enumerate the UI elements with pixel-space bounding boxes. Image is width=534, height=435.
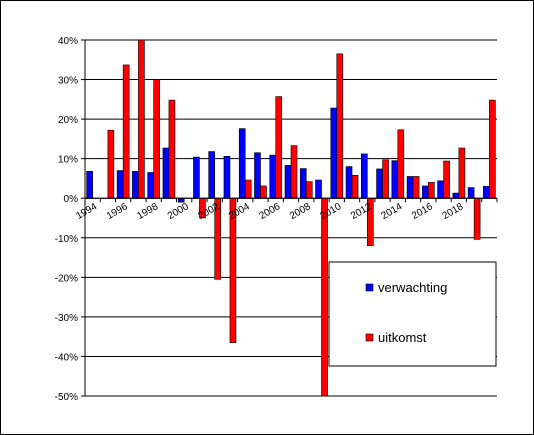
bar-uitkomst-2006 (275, 96, 283, 199)
bar-verwachting-2019 (467, 187, 475, 199)
bar-uitkomst-2020 (489, 99, 496, 199)
bar-uitkomst-1996 (122, 64, 130, 199)
bar-verwachting-2013 (376, 168, 383, 199)
bar-uitkomst-2013 (382, 159, 389, 199)
y-tick-label: -50% (55, 392, 78, 403)
bar-verwachting-2016 (422, 185, 429, 199)
bar-verwachting-1999 (162, 147, 170, 199)
x-tick-label: 2000 (166, 201, 191, 222)
y-tick-label: -40% (55, 352, 78, 363)
bar-uitkomst-2015 (412, 176, 420, 199)
bar-verwachting-2002 (208, 151, 216, 199)
x-tick-label: 2014 (380, 201, 405, 222)
y-tick-label: -20% (55, 273, 78, 284)
legend-swatch-uitkomst (365, 333, 374, 342)
bar-verwachting-2017 (437, 180, 444, 199)
bar-verwachting-2010 (330, 107, 338, 199)
bar-uitkomst-2004 (244, 179, 252, 199)
bar-uitkomst-1997 (138, 39, 145, 199)
bar-verwachting-1997 (132, 171, 139, 199)
bar-uitkomst-2017 (443, 160, 450, 199)
bar-verwachting-2003 (223, 155, 231, 199)
bar-verwachting-2005 (254, 152, 261, 199)
bar-verwachting-2015 (406, 176, 414, 199)
x-tick-label: 1996 (105, 201, 130, 222)
bar-verwachting-2007 (284, 165, 292, 199)
bar-verwachting-2001 (193, 156, 200, 199)
y-tick-label: 30% (58, 76, 78, 87)
bar-verwachting-2009 (315, 179, 322, 199)
y-tick-label: 20% (58, 115, 78, 126)
bar-uitkomst-2005 (260, 185, 267, 199)
y-tick-label: -30% (55, 313, 78, 324)
x-tick-label: 1994 (74, 201, 99, 222)
y-tick-label: 0% (64, 194, 79, 205)
bar-verwachting-2020 (483, 186, 490, 199)
x-tick-label: 1998 (135, 201, 160, 222)
bar-verwachting-2018 (452, 192, 460, 199)
bar-uitkomst-1999 (168, 99, 176, 199)
bar-verwachting-2014 (391, 160, 399, 199)
y-tick-label: 10% (58, 155, 78, 166)
bar-verwachting-2011 (345, 166, 353, 199)
bar-uitkomst-2018 (458, 147, 466, 199)
bar-verwachting-2008 (299, 168, 307, 199)
legend: verwachting uitkomst (328, 261, 497, 367)
bar-uitkomst-2009 (321, 197, 328, 397)
legend-label-uitkomst: uitkomst (378, 330, 427, 345)
bar-uitkomst-2019 (473, 197, 481, 240)
bar-uitkomst-2007 (290, 145, 298, 199)
legend-label-verwachting: verwachting (378, 280, 447, 295)
x-tick-label: 2008 (288, 201, 313, 222)
bar-uitkomst-2010 (336, 53, 344, 199)
legend-swatch-verwachting (365, 283, 374, 292)
bar-verwachting-2006 (269, 154, 277, 199)
bar-verwachting-1996 (116, 170, 124, 199)
bar-verwachting-2004 (238, 128, 246, 199)
bar-uitkomst-2011 (351, 174, 359, 199)
bar-uitkomst-1998 (153, 79, 160, 199)
legend-box (328, 261, 497, 367)
bar-verwachting-2012 (360, 153, 368, 199)
bar-verwachting-1994 (86, 171, 93, 199)
bar-uitkomst-2016 (428, 182, 435, 199)
x-tick-label: 2006 (257, 201, 282, 222)
y-tick-label: -10% (55, 234, 78, 245)
bar-uitkomst-1995 (107, 129, 115, 199)
bar-uitkomst-2014 (397, 129, 405, 199)
x-tick-label: 2018 (441, 201, 466, 222)
y-tick-label: 40% (58, 36, 78, 47)
bar-uitkomst-2008 (305, 181, 313, 199)
bar-verwachting-1998 (147, 172, 154, 199)
x-tick-label: 2016 (410, 201, 435, 222)
